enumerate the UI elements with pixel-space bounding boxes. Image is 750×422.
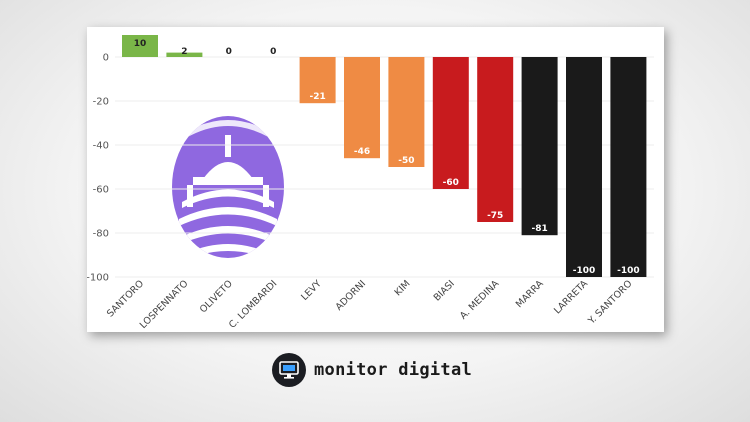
y-tick-label: 0 bbox=[103, 53, 109, 64]
y-tick-label: -60 bbox=[93, 185, 109, 196]
bars: 10 2 0 0 -21 -46 -50 -60 -75 -81 -100 -100 bbox=[122, 35, 647, 277]
bar bbox=[388, 57, 425, 167]
x-tick-label: OLIVETO bbox=[198, 278, 235, 315]
data-label: 0 bbox=[270, 47, 276, 57]
data-label: -75 bbox=[487, 211, 503, 221]
data-label: -21 bbox=[309, 92, 325, 102]
bar bbox=[521, 57, 558, 236]
y-axis: 0 -20 -40 -60 -80 -100 bbox=[87, 53, 109, 284]
data-label: 0 bbox=[226, 47, 232, 57]
data-label: 10 bbox=[134, 39, 147, 49]
x-tick-label: BIASI bbox=[432, 278, 457, 303]
bar bbox=[299, 57, 336, 104]
bar-chart: 0 -20 -40 -60 -80 -100 10 2 0 0 -21 -46 -50 -60 -75 -8… bbox=[87, 35, 654, 331]
data-label: -100 bbox=[617, 266, 640, 276]
bar bbox=[566, 57, 602, 277]
y-tick-label: -20 bbox=[93, 97, 109, 108]
y-tick-label: -100 bbox=[87, 273, 109, 284]
bar bbox=[610, 57, 647, 277]
dome-logo-icon bbox=[172, 116, 284, 258]
data-label: -60 bbox=[443, 178, 459, 188]
x-tick-label: LEVY bbox=[299, 278, 324, 303]
x-tick-label: KIM bbox=[393, 278, 413, 298]
x-tick-label: Y. SANTORO bbox=[586, 278, 635, 327]
data-label: 2 bbox=[181, 47, 187, 57]
x-tick-label: ADORNI bbox=[334, 278, 369, 313]
x-tick-label: MARRA bbox=[514, 278, 546, 310]
x-tick-label: LARRETA bbox=[552, 278, 590, 316]
bar bbox=[122, 35, 158, 57]
bar bbox=[432, 57, 469, 189]
gridlines bbox=[115, 56, 654, 278]
y-tick-label: -80 bbox=[93, 229, 109, 240]
y-tick-label: -40 bbox=[93, 141, 109, 152]
x-tick-label: SANTORO bbox=[105, 278, 146, 319]
data-label: -81 bbox=[531, 224, 547, 234]
x-tick-label: A. MEDINA bbox=[458, 278, 502, 322]
chart-card: 0 -20 -40 -60 -80 -100 10 2 0 0 -21 -46 -50 -60 -75 -8… bbox=[87, 27, 664, 332]
bar bbox=[344, 57, 380, 159]
data-label: -50 bbox=[398, 156, 414, 166]
bar bbox=[166, 52, 203, 57]
data-label: -100 bbox=[573, 266, 596, 276]
brand-footer: monitor digital bbox=[272, 352, 472, 388]
data-label: -46 bbox=[354, 147, 370, 157]
bar bbox=[477, 57, 514, 222]
brand-name: monitor digital bbox=[314, 360, 473, 380]
monitor-icon bbox=[272, 353, 306, 387]
